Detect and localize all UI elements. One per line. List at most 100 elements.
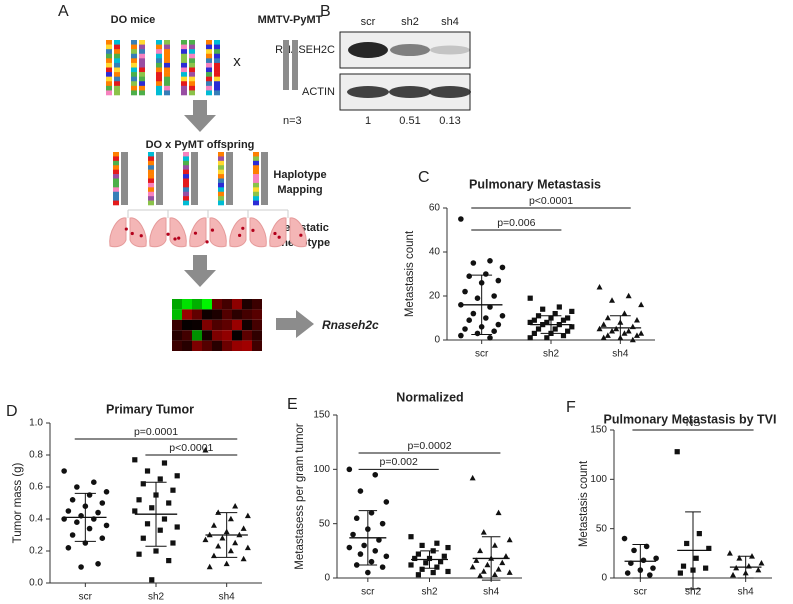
chromosome-segment (139, 40, 145, 45)
data-point (531, 317, 537, 323)
chromosome-segment (156, 72, 162, 77)
lesion (166, 232, 170, 236)
chromosome-segment (164, 72, 170, 77)
data-point (170, 540, 176, 546)
chromosome-segment (181, 62, 187, 68)
chromosome-segment (164, 81, 170, 87)
data-point (99, 500, 106, 506)
data-point (346, 544, 353, 551)
chromosome-segment (148, 191, 154, 197)
heatmap-cell (212, 319, 222, 331)
data-point (445, 544, 451, 551)
chromosome-segment (106, 81, 112, 87)
data-point (677, 570, 683, 576)
chromosome (156, 152, 163, 205)
chromosome-segment (164, 44, 170, 50)
data-point (376, 537, 382, 543)
data-point (365, 569, 371, 576)
y-tick-label: 150 (590, 425, 607, 436)
heatmap-cell (192, 319, 202, 331)
heatmap-cell (212, 299, 222, 310)
data-point (487, 335, 493, 341)
chromosome-segment (253, 187, 259, 193)
lesion (124, 227, 128, 231)
heatmap-cell (232, 319, 242, 331)
sd-bar (74, 492, 96, 542)
band (389, 86, 431, 98)
data-point (730, 571, 737, 578)
chromosome-segment (183, 169, 189, 175)
data-point (174, 524, 180, 530)
data-point (487, 304, 493, 310)
heatmap-cell (242, 299, 252, 310)
data-point (604, 314, 611, 321)
chromosome-segment (164, 85, 170, 91)
chromosome-segment (206, 62, 212, 68)
heatmap-cell (222, 330, 232, 341)
data-point (640, 557, 647, 564)
lesion (251, 228, 255, 232)
data-point (170, 487, 176, 493)
chromosome-segment (114, 90, 120, 96)
data-point (219, 535, 226, 541)
heatmap-cell (242, 319, 252, 331)
data-point (357, 551, 364, 557)
data-point (227, 547, 234, 554)
chromosome-segment (189, 58, 195, 64)
y-tick-label: 50 (319, 518, 331, 529)
heatmap-cell (172, 309, 182, 320)
data-point (215, 543, 222, 549)
data-point (161, 516, 168, 522)
chromosome-segment (206, 81, 212, 87)
lesion (238, 233, 242, 237)
sd-bar (481, 536, 501, 581)
band (430, 45, 470, 55)
chromosome-segment (214, 49, 220, 55)
data-point (157, 527, 163, 533)
data-point (434, 564, 440, 570)
data-point (643, 543, 650, 550)
chromosome-segment (113, 191, 119, 197)
data-point (560, 317, 567, 323)
chromosome-segment (164, 58, 170, 64)
data-point (430, 569, 436, 576)
heatmap-cell (182, 319, 192, 331)
band (390, 43, 430, 57)
data-point (69, 497, 76, 503)
chromosome-segment (189, 40, 195, 45)
chromosome-segment (206, 67, 212, 73)
chromosome-segment (181, 85, 187, 91)
data-point (535, 313, 542, 319)
sd-bar (737, 555, 754, 579)
lung (229, 217, 247, 248)
data-point (408, 562, 414, 568)
chromosome-segment (206, 72, 212, 77)
data-point (132, 457, 138, 463)
p-value: p<0.0001 (529, 195, 573, 207)
chromosome (191, 152, 198, 205)
lung (209, 217, 227, 248)
x-tick-label: scr (361, 587, 375, 598)
sd-bar (540, 315, 562, 334)
chart-title: Pulmonary Metastasis by TVI (604, 412, 777, 426)
lesion (299, 233, 303, 237)
offspring-label: DO x PyMT offspring (146, 139, 255, 151)
data-point (540, 306, 546, 312)
data-point (350, 531, 356, 538)
chart-title: Pulmonary Metastasis (469, 177, 601, 191)
chromosome-segment (156, 67, 162, 73)
data-point (61, 468, 67, 474)
data-point (600, 334, 607, 341)
band (348, 42, 388, 58)
chromosome-segment (218, 191, 224, 197)
chromosome-segment (253, 160, 259, 166)
data-point (210, 552, 217, 559)
chromosome-segment (139, 90, 145, 96)
data-point (91, 479, 97, 486)
heatmap-cell (182, 330, 192, 341)
data-point (441, 553, 447, 559)
data-point (556, 304, 562, 310)
chromosome-segment (106, 58, 112, 64)
chromosome-segment (113, 200, 119, 206)
chromosome-segment (131, 81, 137, 87)
